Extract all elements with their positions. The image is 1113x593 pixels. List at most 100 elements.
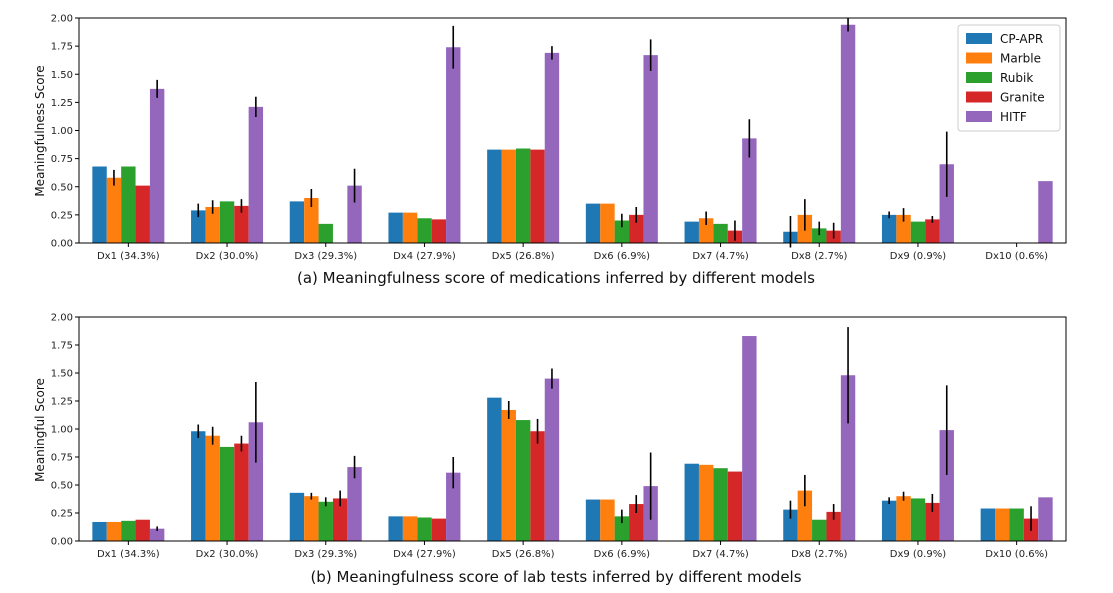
y-tick-label: 0.75: [51, 154, 73, 165]
y-tick-label: 2.00: [51, 313, 73, 324]
panel-b-frame: [78, 316, 1067, 542]
x-tick-label: Dx7 (4.7%): [692, 549, 748, 560]
x-tick-label: Dx5 (26.8%): [492, 251, 555, 262]
bar-marble-1: [106, 521, 122, 541]
bar-marble-4: [402, 212, 418, 243]
legend-box: [957, 24, 1061, 132]
y-tick-label: 1.75: [51, 341, 73, 352]
bar-rubik-4: [417, 517, 432, 541]
x-tick-label: Dx10 (0.6%): [985, 251, 1048, 262]
x-tick-label: Dx6 (6.9%): [594, 549, 650, 560]
bar-granite-9: [925, 502, 940, 541]
x-tick-label: Dx8 (2.7%): [791, 251, 847, 262]
bar-hitf-4: [446, 472, 461, 541]
bar-cp-apr-6: [585, 499, 601, 541]
x-tick-label: Dx5 (26.8%): [492, 549, 555, 560]
bar-rubik-8: [812, 519, 827, 541]
bar-granite-1: [135, 519, 150, 541]
bar-cp-apr-9: [881, 500, 897, 541]
bar-rubik-8: [812, 228, 827, 243]
bar-hitf-1: [149, 88, 165, 243]
y-tick-label: 0.75: [51, 453, 73, 464]
bar-hitf-8: [840, 375, 856, 541]
y-tick-label: 0.50: [51, 182, 73, 193]
bar-cp-apr-4: [388, 516, 403, 541]
bar-rubik-1: [121, 520, 136, 541]
bar-rubik-6: [614, 220, 630, 243]
legend-label-hitf: HITF: [1000, 110, 1027, 124]
panel-b-ylabel: Meaningful Score: [33, 378, 47, 482]
bar-marble-9: [896, 496, 911, 541]
bar-rubik-7: [713, 468, 728, 541]
x-tick-label: Dx9 (0.9%): [890, 251, 946, 262]
bar-hitf-7: [742, 336, 757, 541]
bar-hitf-9: [939, 430, 954, 541]
x-tick-label: Dx1 (34.3%): [97, 549, 160, 560]
bar-cp-apr-1: [92, 521, 107, 541]
bar-marble-5: [501, 409, 516, 541]
bar-granite-2: [234, 205, 249, 243]
bar-rubik-9: [910, 498, 926, 541]
panel-a-ylabel: Meaningfulness Score: [33, 65, 47, 196]
bar-rubik-5: [515, 148, 531, 243]
y-tick-label: 1.50: [51, 369, 73, 380]
bar-hitf-3: [347, 185, 362, 243]
x-tick-label: Dx8 (2.7%): [791, 549, 847, 560]
bar-cp-apr-8: [783, 509, 798, 541]
y-tick-label: 1.00: [51, 425, 73, 436]
legend-label-marble: Marble: [1000, 52, 1041, 66]
bar-marble-6: [600, 499, 615, 541]
bar-cp-apr-4: [388, 212, 403, 243]
x-tick-label: Dx6 (6.9%): [594, 251, 650, 262]
bar-marble-3: [304, 496, 319, 541]
bar-hitf-10: [1038, 181, 1053, 243]
panel-a-plot: 0.00 0.25 0.50 0.75 1.00 1.25 1.50 1.75 2.00 Dx1 …: [51, 14, 1053, 262]
bar-hitf-8: [840, 24, 856, 243]
legend-label-rubik: Rubik: [1000, 71, 1033, 85]
bar-hitf-1: [149, 528, 165, 541]
bar-marble-2: [205, 435, 220, 541]
y-tick-label: 1.50: [51, 70, 73, 81]
bar-marble-8: [797, 490, 813, 541]
bar-granite-5: [530, 431, 545, 541]
panel-a: Meaningfulness Score 0.00 0.25 0.50 0.75 1.0…: [33, 14, 1067, 287]
bar-rubik-2: [219, 446, 235, 541]
bar-hitf-2: [248, 422, 264, 541]
x-tick-label: Dx7 (4.7%): [692, 251, 748, 262]
bar-granite-8: [826, 511, 841, 541]
bar-cp-apr-5: [487, 397, 502, 541]
x-tick-label: Dx2 (30.0%): [196, 251, 259, 262]
legend-swatch-rubik: [966, 72, 992, 83]
bar-rubik-7: [713, 223, 728, 243]
bar-hitf-5: [544, 378, 560, 541]
x-tick-label: Dx3 (29.3%): [294, 251, 357, 262]
bar-cp-apr-3: [289, 201, 305, 243]
bar-hitf-2: [248, 106, 264, 243]
x-tick-label: Dx2 (30.0%): [196, 549, 259, 560]
bar-cp-apr-3: [289, 492, 305, 541]
bar-cp-apr-10: [980, 508, 996, 541]
bar-granite-4: [431, 518, 447, 541]
bar-marble-9: [896, 214, 911, 243]
bar-cp-apr-2: [191, 210, 206, 243]
legend-label-granite: Granite: [1000, 91, 1045, 105]
bar-cp-apr-7: [684, 463, 699, 541]
x-tick-label: Dx4 (27.9%): [393, 251, 456, 262]
bar-hitf-10: [1038, 497, 1053, 541]
bar-granite-9: [925, 219, 940, 243]
y-tick-label: 1.00: [51, 126, 73, 137]
y-tick-label: 0.50: [51, 481, 73, 492]
x-tick-label: Dx1 (34.3%): [97, 251, 160, 262]
y-tick-label: 0.00: [51, 537, 73, 548]
panel-a-caption: (a) Meaningfulness score of medications …: [297, 269, 815, 287]
bar-granite-6: [629, 214, 644, 243]
y-tick-label: 1.25: [51, 98, 73, 109]
bar-rubik-1: [121, 166, 136, 243]
legend-swatch-cp-apr: [966, 33, 992, 44]
y-tick-label: 1.25: [51, 397, 73, 408]
bar-cp-apr-5: [487, 149, 502, 243]
bar-cp-apr-2: [191, 431, 206, 541]
bar-cp-apr-9: [881, 214, 897, 243]
x-tick-label: Dx3 (29.3%): [294, 549, 357, 560]
